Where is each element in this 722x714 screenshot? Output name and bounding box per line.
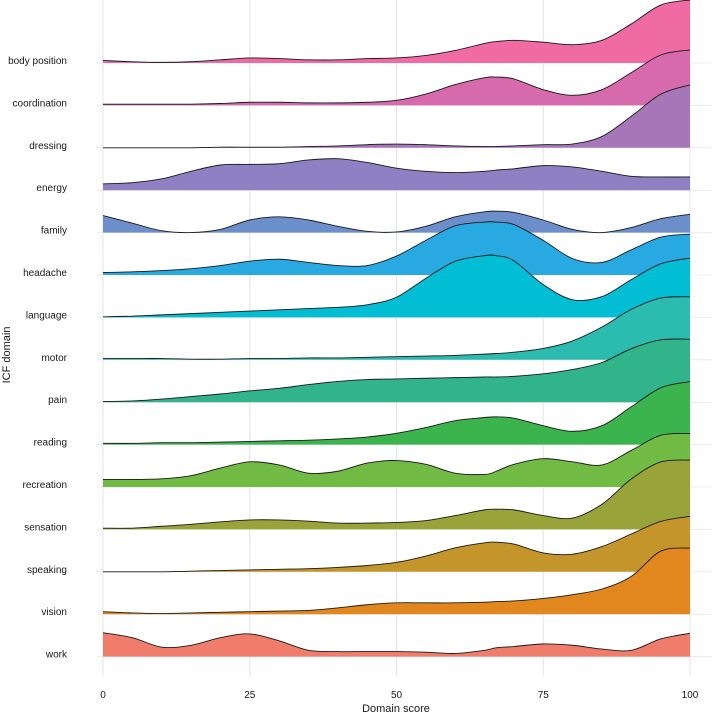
ridge-area-recreation [103,433,690,487]
y-tick-label-motor: motor [41,353,67,364]
y-tick-label-language: language [26,310,68,321]
ridge-line-dressing [103,84,691,149]
ridge-area-language [103,254,690,318]
ridge-work [102,632,691,657]
y-tick-label-speaking: speaking [27,565,67,576]
y-axis-title: ICF domain [1,327,13,384]
x-tick-labels: 0 25 50 75 100 [100,690,699,701]
ridge-family [102,210,691,234]
ridge-line-reading [102,381,691,444]
y-tick-label-pain: pain [48,395,67,406]
ridge-area-energy [103,158,690,191]
ridge-vision [102,547,691,615]
ridge-dressing [103,84,691,149]
ridge-line-speaking [103,515,691,573]
ridge-layer [102,0,691,657]
ridge-line-coordination [103,49,691,105]
ridge-area-headache [103,221,690,275]
ridge-headache [102,221,691,275]
y-tick-label-body-position: body position [8,56,67,67]
y-tick-label-dressing: dressing [29,141,67,152]
ridge-area-coordination [103,49,690,106]
ridge-body-position [102,0,691,63]
ridge-line-energy [102,158,691,185]
y-tick-label-headache: headache [23,268,67,279]
x-tick-label-50: 50 [391,690,403,701]
x-tick-label-25: 25 [244,690,256,701]
y-tick-label-vision: vision [41,607,67,618]
y-tick-label-coordination: coordination [13,98,67,109]
x-tick-label-75: 75 [538,690,550,701]
ridge-reading [102,381,691,445]
y-tick-label-work: work [45,650,68,661]
ridge-line-vision [102,547,691,615]
ridge-area-speaking [103,516,690,572]
ridge-energy [102,158,691,191]
y-tick-label-reading: reading [34,438,67,449]
x-tick-label-0: 0 [100,690,106,701]
y-tick-label-energy: energy [36,183,67,194]
y-tick-labels: body position coordination dressing energy f… [8,56,68,661]
ridge-line-work [102,632,691,654]
ridge-area-sensation [103,459,690,530]
y-tick-label-recreation: recreation [23,480,67,491]
y-tick-label-family: family [41,226,67,237]
x-tick-label-100: 100 [682,690,699,701]
ridge-line-headache [102,221,691,273]
ridge-recreation [102,432,691,487]
ridge-line-pain [102,338,691,403]
ridge-sensation [102,459,691,530]
ridge-area-pain [103,338,690,403]
ridge-area-family [103,211,690,233]
ridge-line-sensation [102,459,691,529]
ridge-coordination [103,49,691,106]
ridge-line-language [102,254,691,318]
x-axis-title: Domain score [362,703,430,714]
ridge-speaking [103,515,691,573]
ridge-line-recreation [102,432,691,480]
ridge-area-reading [103,381,690,445]
ridge-pain [102,338,691,403]
y-tick-label-sensation: sensation [24,522,67,533]
ridge-language [102,254,691,318]
ridge-line-motor [103,296,691,360]
ridge-area-work [103,632,690,657]
ridge-area-vision [103,548,690,615]
ridge-area-dressing [103,84,690,148]
ridge-line-body-position [102,0,691,63]
ridge-area-body-position [103,0,690,63]
ridge-line-family [102,210,691,234]
